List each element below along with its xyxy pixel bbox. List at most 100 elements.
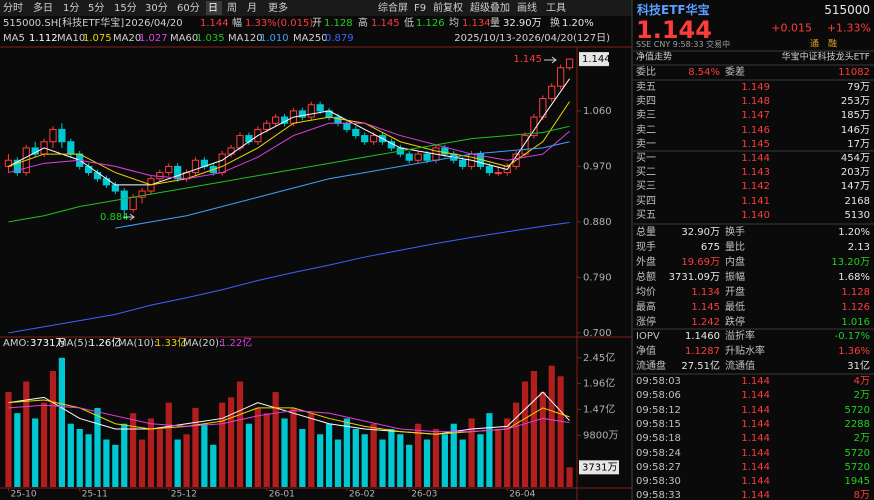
trade-price: 1.144 [741, 404, 770, 416]
candle-body [49, 128, 57, 143]
tool-button[interactable]: 综合屏 [378, 1, 408, 14]
candle-body [557, 67, 565, 87]
period-tab[interactable]: 更多 [268, 1, 288, 14]
trade-volume: 5720 [844, 447, 870, 459]
volume-bar [192, 407, 199, 487]
trade-price: 1.144 [741, 390, 770, 402]
period-tab[interactable]: 日 [208, 3, 218, 14]
tool-button[interactable]: F9 [414, 3, 426, 14]
period-tab[interactable]: 60分 [177, 2, 200, 14]
period-selected [206, 1, 222, 15]
tool-button[interactable]: 超级叠加 [470, 1, 510, 14]
period-tab[interactable]: 5分 [88, 2, 104, 14]
ma-line [8, 78, 570, 186]
volume-bar [415, 423, 422, 487]
candle-body [361, 135, 369, 143]
y-tick-label: 0.880 [583, 217, 612, 228]
period-tab[interactable]: 30分 [145, 2, 168, 14]
stat-value: 1.126 [841, 302, 870, 313]
tool-button[interactable]: 画线 [517, 1, 537, 14]
period-tab[interactable]: 15分 [114, 2, 137, 14]
volume-bar [557, 376, 564, 487]
volume-bar [504, 418, 511, 487]
tool-button[interactable]: 工具 [546, 2, 566, 14]
stat-value: 1.016 [841, 317, 870, 328]
trade-time: 09:58:12 [636, 404, 681, 416]
volume-bar [138, 439, 146, 487]
stat-value: 1.242 [691, 317, 720, 328]
high-annotation: 1.145 [513, 54, 542, 65]
period-tab[interactable]: 1分 [63, 2, 79, 14]
stat-label: 最低 [725, 302, 745, 313]
ma-line [8, 125, 570, 223]
stat-value: 1.1287 [685, 346, 720, 357]
bid-price: 1.143 [741, 167, 770, 179]
trade-volume: 4万 [853, 376, 870, 387]
annotation-arrow [544, 56, 557, 64]
quote-low-label: 低 [404, 16, 414, 29]
stat-value: 3731.09万 [668, 272, 720, 283]
volume-bar [459, 439, 466, 487]
bid-volume: 2168 [844, 195, 870, 207]
volume-legend-name: MA(20): [183, 338, 222, 349]
candle-body [548, 85, 556, 100]
tool-button[interactable]: 前复权 [433, 1, 463, 14]
trade-price: 1.144 [741, 490, 770, 500]
quote-vol: 32.90万 [503, 18, 542, 29]
security-code: 515000 [824, 3, 870, 17]
stat-label: 总额 [636, 272, 656, 283]
quote-high-label: 高 [358, 16, 368, 29]
candle-body [13, 159, 21, 174]
period-tab[interactable]: 多日 [33, 1, 53, 14]
volume-bar [477, 434, 484, 487]
ma-legend-value: 1.112 [29, 33, 58, 44]
volume-ma-line [8, 399, 570, 435]
volume-bar [566, 467, 573, 487]
volume-bar [486, 413, 493, 487]
stat-label: 委差 [725, 67, 745, 78]
volume-bar [361, 434, 368, 487]
volume-bar [14, 413, 21, 487]
volume-bar [32, 418, 39, 487]
period-tab[interactable]: 分时 [3, 2, 23, 14]
period-tab[interactable]: 周 [227, 2, 237, 14]
volume-bar [40, 402, 48, 487]
volume-bar [290, 407, 297, 487]
volume-bar [201, 423, 208, 487]
trade-volume: 8万 [853, 490, 870, 500]
volume-legend-name: AMO: [3, 338, 30, 349]
ma-legend-value: 0.879 [325, 33, 354, 44]
volume-bar [299, 428, 306, 487]
ask-price: 1.145 [741, 138, 770, 150]
volume-bar [112, 444, 119, 487]
ma-line [115, 141, 570, 229]
stat-label: 委比 [636, 67, 656, 78]
trade-price: 1.144 [741, 433, 770, 445]
x-tick-label: 26-04 [509, 490, 535, 500]
trade-volume: 5720 [844, 461, 870, 473]
stat-value: 1.68% [838, 272, 870, 283]
candle-body [494, 172, 502, 175]
ask-price: 1.147 [741, 110, 770, 122]
volume-bar [521, 381, 529, 487]
candle-body [191, 159, 200, 174]
stat-value: 1.134 [691, 287, 720, 298]
ma-legend-name: MA20 [113, 33, 141, 44]
volume-bar [317, 434, 324, 487]
volume-bar [49, 370, 57, 487]
y-tick-label: 0.970 [583, 161, 612, 172]
period-tab[interactable]: 月 [247, 2, 257, 14]
ma-line [8, 101, 570, 186]
volume-bar [94, 407, 101, 487]
candle-body [521, 135, 529, 155]
volume-bar [85, 434, 92, 487]
volume-bar [103, 439, 110, 487]
last-volume-box [579, 460, 619, 475]
trade-volume: 2万 [853, 433, 870, 445]
trade-time: 09:58:27 [636, 461, 681, 473]
range-label: 2025/10/13-2026/04/20(127日) [454, 33, 610, 44]
candle-body [441, 147, 449, 155]
stat-label: 总量 [636, 227, 656, 238]
candle-body [565, 58, 574, 69]
